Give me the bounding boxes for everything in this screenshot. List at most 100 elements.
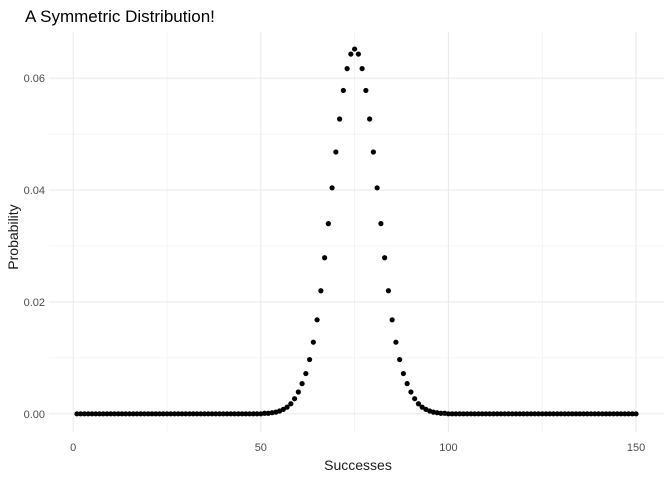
data-points	[74, 46, 639, 417]
data-point	[397, 356, 403, 363]
data-point	[344, 66, 350, 72]
data-point	[145, 411, 151, 417]
y-axis-title: Probability	[5, 204, 21, 269]
data-point	[539, 411, 545, 417]
data-point	[547, 411, 553, 417]
data-point	[359, 66, 365, 72]
data-point	[419, 404, 425, 410]
data-point	[89, 411, 95, 417]
data-point	[149, 411, 155, 417]
data-point	[382, 255, 388, 261]
x-tick-label: 100	[439, 442, 457, 454]
data-point	[393, 339, 399, 345]
data-point	[288, 401, 294, 407]
data-point	[622, 411, 628, 417]
data-point	[254, 411, 260, 417]
data-point	[216, 411, 223, 417]
data-point	[175, 411, 181, 417]
data-point	[306, 356, 313, 363]
data-point	[318, 288, 324, 294]
data-point	[198, 411, 204, 417]
data-point	[141, 411, 148, 417]
data-point	[370, 149, 376, 155]
data-point	[153, 411, 159, 417]
data-point	[246, 411, 253, 417]
data-point	[355, 51, 361, 57]
data-point	[625, 411, 632, 417]
data-point	[201, 411, 208, 417]
data-point	[329, 185, 335, 191]
data-point	[599, 411, 605, 417]
data-point	[464, 411, 470, 417]
data-point	[588, 411, 594, 417]
data-point	[183, 411, 189, 417]
data-point	[408, 389, 414, 395]
x-axis-tick-labels: 0 50 100 150	[70, 442, 645, 454]
data-point	[348, 51, 354, 57]
data-point	[389, 317, 395, 323]
data-point	[487, 411, 493, 417]
y-tick-label: 0.06	[24, 73, 45, 85]
data-point	[584, 411, 590, 417]
data-point	[633, 411, 639, 417]
data-point	[490, 411, 497, 417]
data-point	[138, 411, 144, 417]
y-tick-label: 0.04	[24, 185, 45, 197]
data-point	[160, 411, 166, 417]
data-point	[607, 411, 613, 417]
y-tick-label: 0.00	[24, 409, 45, 421]
data-point	[532, 411, 538, 417]
data-point	[479, 411, 485, 417]
data-point	[179, 411, 185, 417]
data-point	[119, 411, 125, 417]
data-point	[100, 411, 106, 417]
data-point	[592, 411, 598, 417]
data-point	[385, 288, 391, 294]
data-point	[524, 411, 530, 417]
data-point	[171, 411, 178, 417]
data-point	[438, 410, 444, 416]
x-axis-title: Successes	[324, 457, 392, 473]
data-point	[295, 389, 301, 395]
data-point	[299, 381, 305, 387]
data-point	[558, 411, 564, 417]
data-point	[228, 411, 234, 417]
data-point	[126, 411, 133, 417]
data-point	[400, 370, 407, 377]
data-point	[291, 396, 298, 402]
data-point	[108, 411, 114, 417]
data-point	[562, 411, 568, 417]
data-point	[231, 411, 238, 417]
data-point	[498, 411, 504, 417]
data-point	[74, 411, 80, 417]
data-point	[453, 411, 459, 417]
data-point	[205, 411, 211, 417]
data-point	[81, 411, 88, 417]
data-point	[134, 411, 140, 417]
data-point	[194, 411, 200, 417]
data-point	[111, 411, 118, 417]
data-point	[629, 411, 635, 417]
data-point	[156, 411, 163, 417]
data-point	[460, 411, 467, 417]
x-tick-label: 150	[627, 442, 645, 454]
data-point	[543, 411, 549, 417]
data-point	[565, 411, 572, 417]
data-point	[520, 411, 527, 417]
x-tick-label: 50	[255, 442, 267, 454]
data-point	[472, 411, 478, 417]
data-point	[502, 411, 508, 417]
data-point	[378, 221, 384, 227]
chart-title: A Symmetric Distribution!	[25, 7, 215, 26]
data-point	[505, 411, 512, 417]
data-point	[115, 411, 121, 417]
data-point	[614, 411, 620, 417]
data-point	[280, 406, 286, 412]
data-point	[314, 317, 320, 323]
data-point	[475, 411, 482, 417]
data-point	[164, 411, 170, 417]
data-point	[340, 87, 346, 94]
data-point	[78, 411, 84, 417]
data-point	[580, 411, 587, 417]
